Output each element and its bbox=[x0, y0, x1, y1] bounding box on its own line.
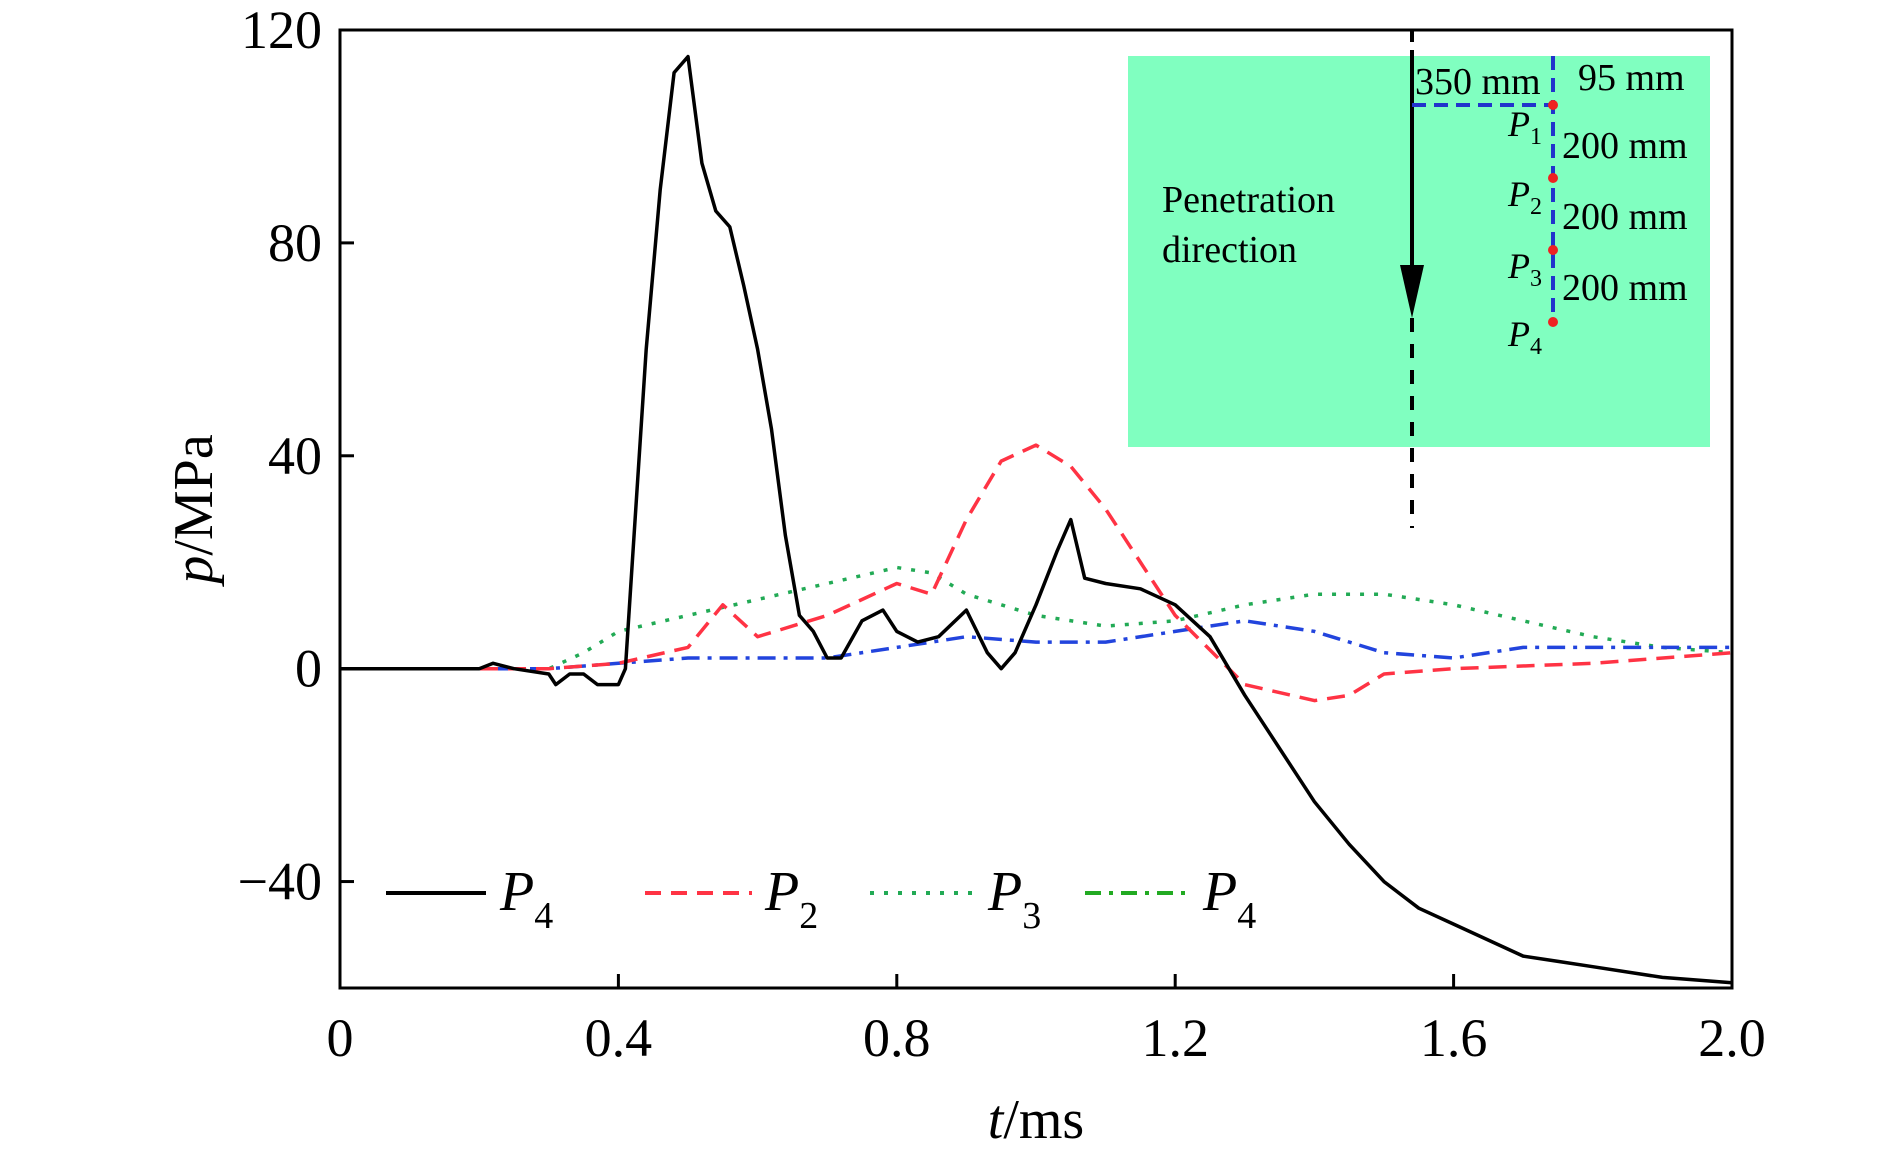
series-p4-solid bbox=[340, 54, 1733, 985]
series-p3 bbox=[340, 565, 1733, 671]
spacing-label-2: 200 mm bbox=[1562, 196, 1688, 238]
sensor-marker-p4 bbox=[1548, 317, 1558, 327]
y-tick-label: 120 bbox=[241, 0, 322, 60]
legend-label-p2: P2 bbox=[764, 861, 818, 937]
x-axis-title: t/ms bbox=[988, 1089, 1084, 1151]
inset-label-line1: Penetration bbox=[1162, 179, 1335, 221]
series-p2 bbox=[340, 443, 1733, 703]
x-axis-ticks: 0 0.4 0.8 1.2 1.6 2.0 bbox=[327, 974, 1766, 1068]
sensor-label-p4: P4 bbox=[1507, 314, 1542, 360]
x-tick-label: 2.0 bbox=[1698, 1008, 1766, 1068]
y-tick-label: 0 bbox=[295, 639, 322, 699]
legend-label-p3: P3 bbox=[987, 861, 1041, 937]
legend-label-p4-solid: P4 bbox=[499, 861, 553, 937]
x-tick-label: 0.8 bbox=[863, 1008, 931, 1068]
sensor-label-p1: P1 bbox=[1507, 104, 1542, 150]
spacing-label-1: 200 mm bbox=[1562, 125, 1688, 167]
y-axis-ticks: 120 80 40 0 −40 bbox=[238, 0, 354, 912]
sensor-label-p3: P3 bbox=[1507, 246, 1542, 292]
x-tick-label: 1.6 bbox=[1420, 1008, 1488, 1068]
inset-target-block bbox=[1128, 56, 1710, 447]
dimension-350: 350 mm bbox=[1415, 61, 1541, 103]
y-tick-label: −40 bbox=[238, 852, 322, 912]
sensor-label-p2: P2 bbox=[1507, 174, 1542, 220]
y-axis-title: p/MPa bbox=[163, 434, 225, 587]
legend: P4 P2 P3 P4 bbox=[386, 861, 1256, 937]
inset-diagram: Penetration direction 350 mm 95 mm 200 m… bbox=[1128, 30, 1710, 528]
x-tick-label: 1.2 bbox=[1141, 1008, 1209, 1068]
inset-label-line2: direction bbox=[1162, 229, 1297, 271]
series-layer bbox=[340, 54, 1733, 985]
x-tick-label: 0 bbox=[327, 1008, 354, 1068]
series-p4-dashdot bbox=[340, 619, 1732, 671]
y-tick-label: 40 bbox=[268, 426, 322, 486]
y-tick-label: 80 bbox=[268, 213, 322, 273]
sensor-marker-p2 bbox=[1548, 173, 1558, 183]
legend-label-p4-dashdot: P4 bbox=[1202, 861, 1256, 937]
sensor-marker-p1 bbox=[1548, 100, 1558, 110]
dimension-95: 95 mm bbox=[1578, 57, 1685, 99]
penetration-arrow-head bbox=[1400, 265, 1424, 318]
plot-frame bbox=[338, 28, 1734, 990]
spacing-label-3: 200 mm bbox=[1562, 267, 1688, 309]
x-tick-label: 0.4 bbox=[585, 1008, 653, 1068]
sensor-marker-p3 bbox=[1548, 245, 1558, 255]
